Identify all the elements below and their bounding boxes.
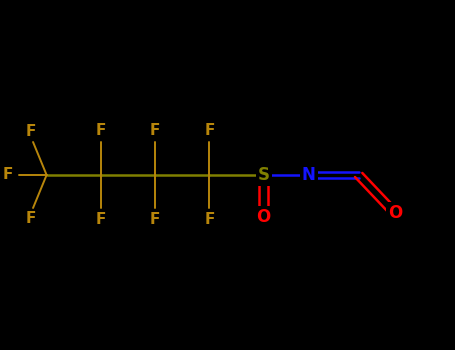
Text: F: F bbox=[96, 212, 106, 226]
Text: O: O bbox=[257, 208, 271, 226]
Text: F: F bbox=[204, 124, 215, 138]
Text: F: F bbox=[96, 124, 106, 138]
Text: F: F bbox=[25, 124, 36, 139]
Text: O: O bbox=[388, 204, 402, 222]
Text: S: S bbox=[258, 166, 270, 184]
Text: N: N bbox=[302, 166, 316, 184]
Text: F: F bbox=[3, 168, 13, 182]
Text: F: F bbox=[150, 212, 160, 226]
Text: F: F bbox=[204, 212, 215, 226]
Text: F: F bbox=[25, 211, 36, 226]
Text: F: F bbox=[150, 124, 160, 138]
